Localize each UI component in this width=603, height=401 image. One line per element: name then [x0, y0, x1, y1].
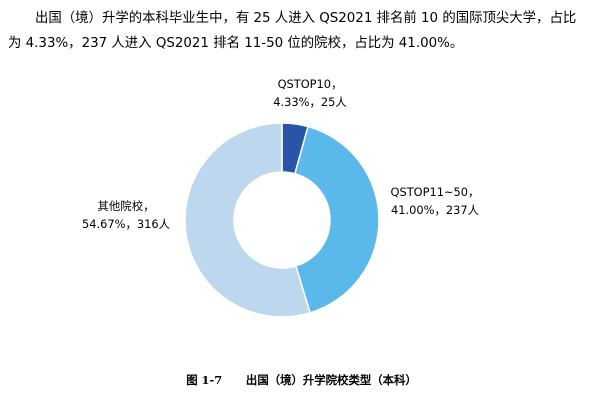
figure-number: 图 1-7 [186, 373, 223, 387]
figure-caption: 图 1-7 出国（境）升学院校类型（本科） [0, 372, 603, 388]
slice-label-3-line-2: 54.67%，316人 [82, 217, 170, 231]
body-paragraph: 出国（境）升学的本科毕业生中，有 25 人进入 QS2021 排名前 10 的国… [8, 6, 596, 56]
paragraph-line-1: 出国（境）升学的本科毕业生中，有 25 人进入 QS2021 排名前 10 的国… [35, 11, 577, 26]
slice-label-1-line-2: 4.33%，25人 [273, 95, 346, 109]
slice-label-1-line-1: QSTOP10， [278, 77, 343, 91]
slice-label-2-line-1: QSTOP11~50， [391, 185, 480, 199]
figure-title: 出国（境）升学院校类型（本科） [245, 373, 417, 387]
slice-label-2-line-2: 41.00%，237人 [391, 203, 479, 217]
paragraph-line-2: 为 4.33%，237 人进入 QS2021 排名 11-50 位的院校，占比为… [8, 36, 464, 51]
donut-slices [184, 122, 380, 318]
slice-label-3-line-1: 其他院校， [98, 199, 155, 213]
slice-3 [184, 122, 311, 318]
slice-labels: QSTOP10， 4.33%，25人 QSTOP11~50， 41.00%，237人 其… [82, 77, 479, 231]
slice-2 [293, 125, 380, 314]
